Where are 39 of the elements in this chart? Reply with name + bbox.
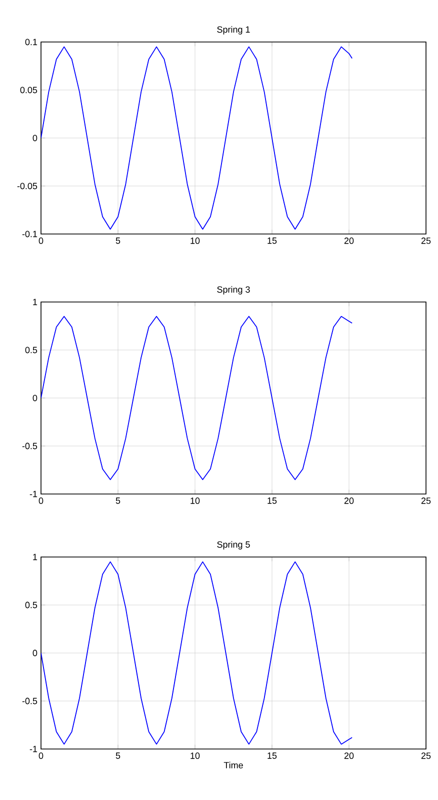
y-tick-label: 0 [32, 650, 38, 656]
x-tick-label: 5 [116, 238, 120, 244]
x-tick-label: 20 [344, 752, 354, 759]
chart-title: Spring 5 [217, 541, 250, 550]
y-tick-label: 0.5 [25, 346, 38, 354]
x-tick-label: 20 [344, 498, 354, 504]
y-tick-label: -0.5 [22, 442, 38, 450]
x-tick-label: 25 [421, 498, 431, 504]
x-tick-label: 10 [190, 752, 200, 759]
y-tick-label: 1 [33, 554, 38, 560]
y-tick-label: 1 [33, 298, 38, 306]
x-tick-label: 15 [268, 238, 277, 244]
x-tick-label: 0 [38, 238, 44, 244]
x-tick-label: 5 [116, 498, 120, 504]
x-tick-label: 15 [268, 498, 277, 504]
y-tick-label: -0.05 [17, 182, 38, 190]
x-axis-title: Time [224, 762, 243, 768]
y-tick-label: -1 [30, 746, 38, 752]
y-tick-label: 0 [32, 394, 38, 402]
y-tick-label: -0.1 [22, 230, 38, 238]
y-tick-label: -0.5 [22, 698, 38, 704]
x-tick-label: 25 [421, 238, 431, 244]
x-tick-label: 20 [344, 238, 354, 244]
x-tick-label: 0 [38, 752, 44, 759]
x-tick-label: 10 [190, 498, 200, 504]
x-tick-label: 5 [116, 752, 120, 759]
y-tick-label: 0.1 [25, 38, 38, 46]
line-series [41, 561, 353, 745]
x-tick-label: 25 [421, 752, 431, 759]
y-tick-label: -1 [30, 490, 38, 498]
chart-title: Spring 3 [217, 286, 250, 294]
x-tick-label: 15 [268, 752, 277, 759]
x-tick-label: 0 [38, 498, 44, 504]
y-tick-label: 0 [32, 134, 38, 142]
line-series [41, 316, 353, 480]
y-tick-label: 0.05 [20, 86, 38, 94]
chart-title: Spring 1 [217, 26, 250, 34]
x-tick-label: 10 [190, 238, 200, 244]
y-tick-label: 0.5 [25, 602, 38, 608]
